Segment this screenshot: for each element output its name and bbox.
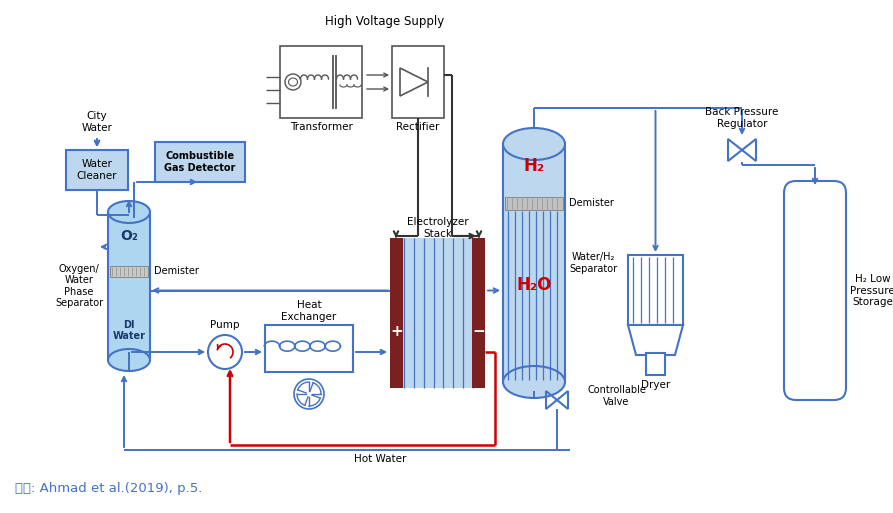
Bar (66, 150, 128, 190)
Text: −: − (472, 324, 485, 339)
Text: City
Water: City Water (81, 111, 113, 133)
Text: Controllable
Valve: Controllable Valve (587, 385, 646, 407)
Bar (265, 325, 353, 372)
Bar (392, 46, 444, 118)
Text: High Voltage Supply: High Voltage Supply (325, 15, 445, 29)
Bar (280, 46, 362, 118)
Text: Water/H₂
Separator: Water/H₂ Separator (569, 252, 617, 274)
Text: Demister: Demister (569, 198, 613, 208)
Text: Back Pressure
Regulator: Back Pressure Regulator (705, 107, 779, 129)
Text: H₂: H₂ (523, 157, 545, 175)
Polygon shape (628, 325, 683, 355)
Ellipse shape (108, 349, 150, 371)
Text: Oxygen/
Water
Phase
Separator: Oxygen/ Water Phase Separator (54, 264, 103, 308)
Text: H₂O: H₂O (516, 275, 552, 293)
Bar (155, 142, 245, 182)
Text: H₂ Low
Pressure
Storage: H₂ Low Pressure Storage (850, 274, 893, 307)
Text: O₂: O₂ (120, 229, 138, 243)
Text: +: + (390, 324, 403, 339)
Bar (503, 144, 565, 382)
FancyBboxPatch shape (784, 181, 846, 400)
Bar (646, 353, 665, 375)
Bar (628, 255, 683, 325)
Text: Dryer: Dryer (641, 380, 670, 390)
Bar (110, 266, 148, 277)
Bar (108, 212, 150, 360)
Text: Water
Cleaner: Water Cleaner (77, 159, 117, 181)
Text: DI
Water: DI Water (113, 320, 146, 341)
Text: Hot Water: Hot Water (354, 454, 406, 464)
Ellipse shape (503, 366, 565, 398)
Text: Combustible
Gas Detector: Combustible Gas Detector (164, 151, 236, 173)
Text: Transformer: Transformer (289, 122, 353, 132)
Text: Electrolyzer
Stack: Electrolyzer Stack (406, 217, 468, 239)
Text: Pump: Pump (210, 320, 239, 330)
Text: Demister: Demister (154, 266, 199, 276)
Bar (505, 196, 563, 210)
Ellipse shape (503, 128, 565, 160)
Text: Rectifier: Rectifier (396, 122, 439, 132)
Bar (402, 238, 473, 388)
Ellipse shape (108, 201, 150, 223)
Text: 자료: Ahmad et al.(2019), p.5.: 자료: Ahmad et al.(2019), p.5. (15, 482, 203, 495)
Bar (390, 238, 403, 388)
Bar (472, 238, 485, 388)
Text: Heat
Exchanger: Heat Exchanger (281, 300, 337, 322)
